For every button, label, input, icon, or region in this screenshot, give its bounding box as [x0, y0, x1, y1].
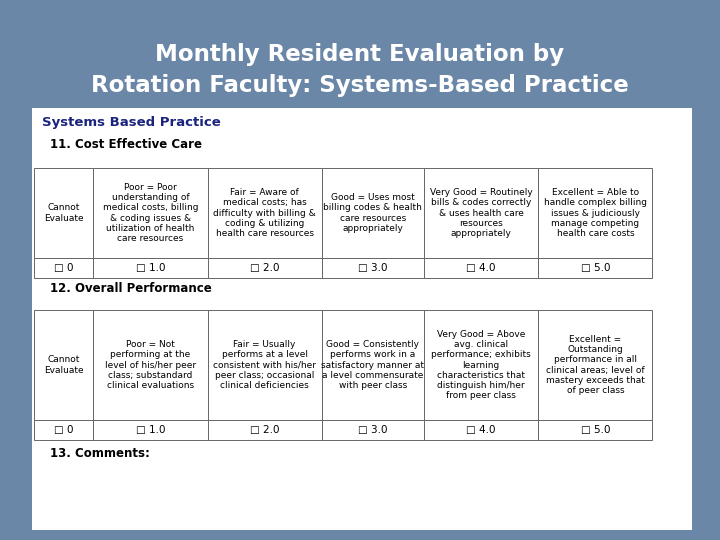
Text: □ 5.0: □ 5.0 — [580, 263, 610, 273]
Text: Very Good = Above
avg. clinical
performance; exhibits
learning
characteristics t: Very Good = Above avg. clinical performa… — [431, 330, 531, 400]
Bar — [94, 258, 207, 278]
Text: 13. Comments:: 13. Comments: — [50, 447, 150, 460]
Bar — [34, 310, 94, 420]
Bar — [322, 258, 424, 278]
Text: Fair = Usually
performs at a level
consistent with his/her
peer class; occasiona: Fair = Usually performs at a level consi… — [213, 340, 316, 389]
Text: Excellent = Able to
handle complex billing
issues & judiciously
manage competing: Excellent = Able to handle complex billi… — [544, 188, 647, 238]
Bar — [34, 168, 94, 258]
Bar — [424, 258, 539, 278]
Text: 11. Cost Effective Care: 11. Cost Effective Care — [50, 138, 202, 151]
Text: □ 0: □ 0 — [54, 263, 73, 273]
Bar — [539, 168, 652, 258]
Text: □ 4.0: □ 4.0 — [467, 263, 496, 273]
Bar — [94, 420, 207, 440]
Bar — [322, 420, 424, 440]
Text: □ 4.0: □ 4.0 — [467, 425, 496, 435]
Text: □ 1.0: □ 1.0 — [136, 263, 166, 273]
Text: □ 2.0: □ 2.0 — [250, 425, 279, 435]
Bar — [322, 310, 424, 420]
Bar — [539, 310, 652, 420]
Bar — [424, 420, 539, 440]
Bar — [94, 168, 207, 258]
Text: □ 3.0: □ 3.0 — [358, 425, 387, 435]
Bar — [207, 310, 322, 420]
Text: □ 2.0: □ 2.0 — [250, 263, 279, 273]
Text: Poor = Not
performing at the
level of his/her peer
class; substandard
clinical e: Poor = Not performing at the level of hi… — [105, 340, 196, 389]
Text: Very Good = Routinely
bills & codes correctly
& uses health care
resources
appro: Very Good = Routinely bills & codes corr… — [430, 188, 533, 238]
Text: Poor = Poor
understanding of
medical costs, billing
& coding issues &
utilizatio: Poor = Poor understanding of medical cos… — [103, 184, 198, 242]
Bar — [32, 108, 692, 530]
Bar — [207, 258, 322, 278]
Text: Good = Uses most
billing codes & health
care resources
appropriately: Good = Uses most billing codes & health … — [323, 193, 423, 233]
Text: Cannot
Evaluate: Cannot Evaluate — [44, 355, 84, 375]
Bar — [94, 310, 207, 420]
Bar — [34, 258, 94, 278]
Text: Monthly Resident Evaluation by
Rotation Faculty: Systems-Based Practice: Monthly Resident Evaluation by Rotation … — [91, 43, 629, 97]
Text: 12. Overall Performance: 12. Overall Performance — [50, 282, 212, 295]
Text: Systems Based Practice: Systems Based Practice — [42, 116, 221, 129]
Text: □ 1.0: □ 1.0 — [136, 425, 166, 435]
Bar — [424, 310, 539, 420]
Text: □ 3.0: □ 3.0 — [358, 263, 387, 273]
Bar — [207, 420, 322, 440]
Text: □ 5.0: □ 5.0 — [580, 425, 610, 435]
Bar — [539, 420, 652, 440]
Bar — [539, 258, 652, 278]
Bar — [34, 420, 94, 440]
Text: Fair = Aware of
medical costs; has
difficulty with billing &
coding & utilizing
: Fair = Aware of medical costs; has diffi… — [213, 188, 316, 238]
Text: □ 0: □ 0 — [54, 425, 73, 435]
Bar — [207, 168, 322, 258]
Text: Good = Consistently
performs work in a
satisfactory manner at
a level commensura: Good = Consistently performs work in a s… — [321, 340, 424, 389]
Text: Excellent =
Outstanding
performance in all
clinical areas; level of
mastery exce: Excellent = Outstanding performance in a… — [546, 335, 645, 395]
Text: Cannot
Evaluate: Cannot Evaluate — [44, 204, 84, 222]
Bar — [424, 168, 539, 258]
Bar — [322, 168, 424, 258]
